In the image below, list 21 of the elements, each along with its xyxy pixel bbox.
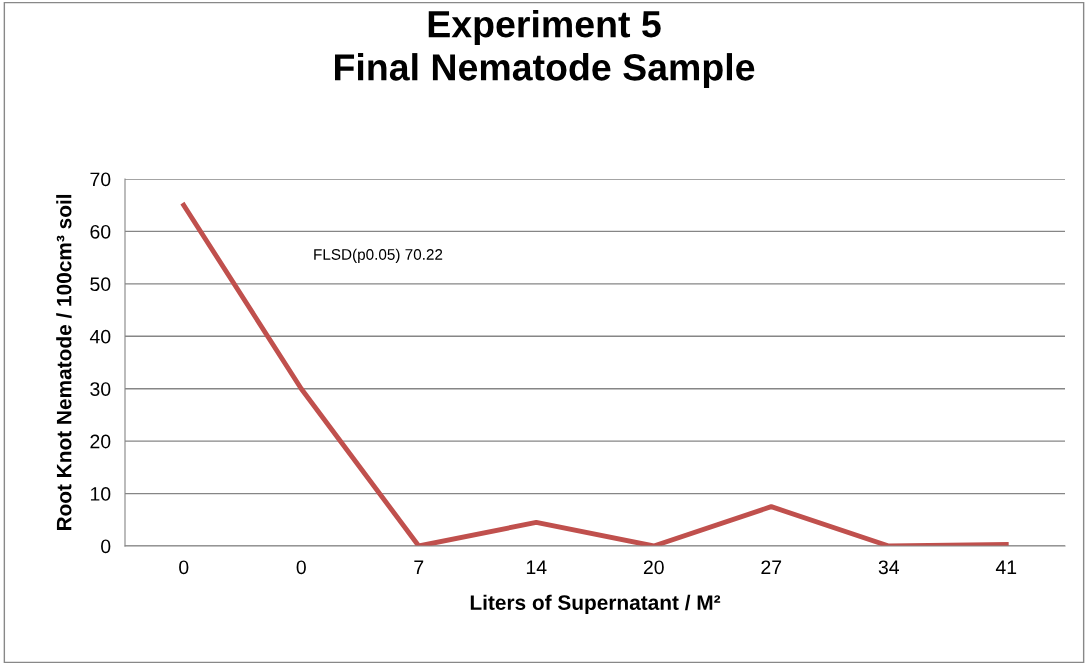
- y-tick-label: 40: [89, 329, 111, 344]
- y-tick-label: 70: [90, 172, 111, 187]
- x-tick-label: 20: [643, 560, 664, 575]
- x-tick-label: 0: [296, 560, 306, 575]
- y-tick-label: 30: [90, 382, 111, 396]
- annotation: FLSD(p0.05) 70.22: [314, 248, 443, 263]
- y-tick-label: 20: [90, 434, 111, 449]
- y-axis-title: Root Knot Nematode / 100cm³ soil: [56, 194, 72, 531]
- y-tick-label: 10: [90, 487, 111, 501]
- x-tick-label: 0: [179, 560, 189, 575]
- x-tick-label: 14: [526, 560, 547, 574]
- x-tick-label: 7: [414, 560, 424, 574]
- y-tick-label: 50: [90, 277, 111, 292]
- y-tick-label: 0: [101, 539, 111, 554]
- x-tick-label: 27: [761, 560, 782, 574]
- x-axis-title: Liters of Supernatant / M²: [470, 594, 721, 615]
- x-tick-label: 41: [995, 560, 1017, 574]
- chart-title: Experiment 5 Final Nematode Sample: [335, 9, 755, 89]
- x-tick-label: 34: [878, 560, 899, 575]
- y-tick-label: 60: [90, 224, 111, 239]
- line-series: [181, 202, 1009, 546]
